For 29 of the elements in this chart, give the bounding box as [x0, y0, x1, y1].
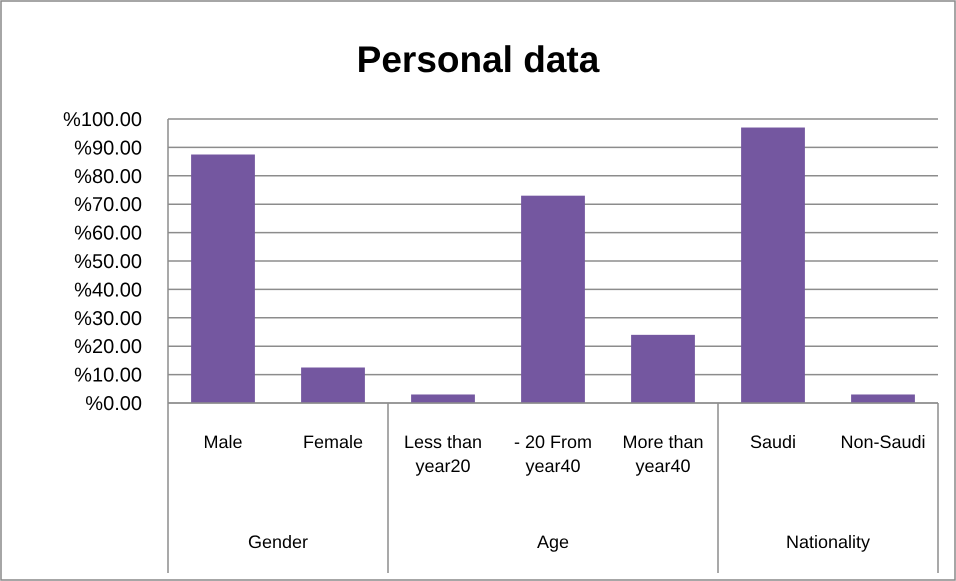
x-tick-label: - 20 From year40 — [514, 432, 592, 476]
y-tick-label: %70.00 — [74, 194, 142, 216]
y-tick-label: %80.00 — [74, 166, 142, 188]
y-tick-label: %30.00 — [74, 308, 142, 330]
y-tick-label: %90.00 — [74, 137, 142, 160]
x-tick-label: More than year40 — [622, 432, 704, 476]
bar — [301, 368, 365, 403]
x-tick-label: Female — [302, 432, 364, 452]
y-tick-label: %50.00 — [74, 251, 142, 273]
y-tick-label: %60.00 — [74, 222, 142, 245]
bar — [191, 154, 255, 403]
x-tick-label: Non-Saudi — [840, 432, 926, 452]
bar — [521, 196, 585, 403]
bar — [851, 394, 915, 403]
x-tick-label: Less than year20 — [404, 432, 482, 476]
bar — [741, 128, 805, 403]
y-tick-label: %0.00 — [85, 393, 142, 415]
y-tick-label: %40.00 — [74, 279, 142, 302]
chart-title: Personal data — [356, 39, 600, 80]
x-tick-label: Saudi — [750, 432, 796, 452]
y-tick-label: %20.00 — [74, 336, 142, 358]
x-tick-label: Male — [203, 432, 243, 452]
text: Gender — [248, 532, 308, 552]
text: Age — [536, 532, 570, 552]
y-tick-label: %10.00 — [74, 364, 142, 387]
bar — [411, 394, 475, 403]
bar — [631, 334, 695, 403]
text: Nationality — [786, 532, 870, 552]
y-tick-label: %100.00 — [63, 109, 142, 131]
